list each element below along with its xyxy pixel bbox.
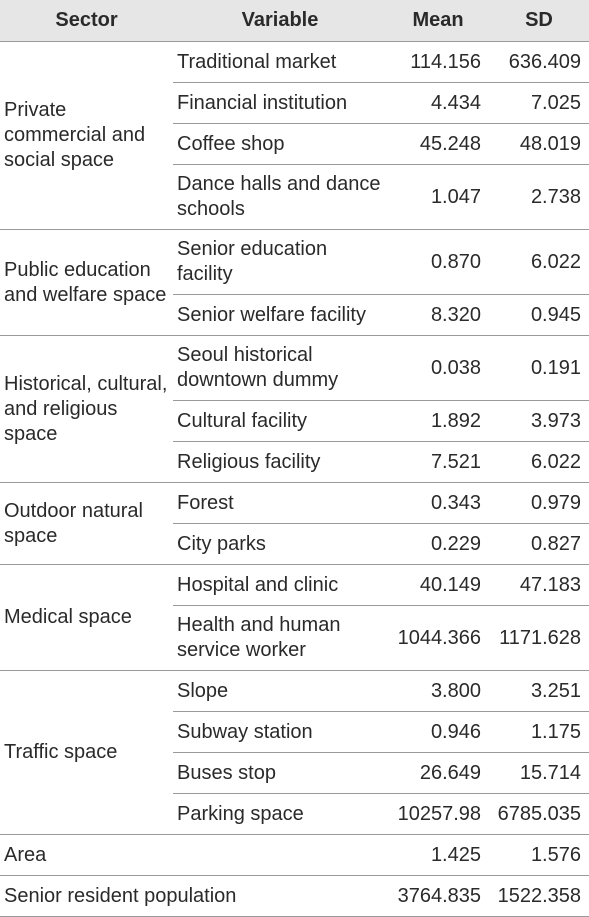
sd-cell: 1.175 (489, 711, 589, 753)
mean-cell: 4.434 (387, 82, 489, 124)
sd-cell: 1522.358 (489, 875, 589, 917)
sd-cell: 3.251 (489, 670, 589, 712)
variable-cell: Cultural facility (173, 400, 387, 442)
mean-cell: 7.521 (387, 441, 489, 483)
variable-cell: Coffee shop (173, 123, 387, 165)
mean-cell: 45.248 (387, 123, 489, 165)
mean-cell: 0.229 (387, 523, 489, 565)
sector-cell: Traffic space (0, 670, 173, 835)
sector-cell: Outdoor natural space (0, 482, 173, 565)
table-row: Traffic space Slope 3.800 3.251 (0, 670, 589, 835)
header-mean: Mean (387, 0, 489, 42)
variable-cell: Financial institution (173, 82, 387, 124)
area-label: Area (0, 834, 387, 876)
mean-cell: 1.047 (387, 164, 489, 230)
mean-cell: 3.800 (387, 670, 489, 712)
sd-cell: 6785.035 (489, 793, 589, 835)
sd-cell: 1.576 (489, 834, 589, 876)
table-row: Health and human service worker 1044.366… (0, 605, 589, 671)
mean-cell: 0.038 (387, 335, 489, 401)
sd-cell: 1171.628 (489, 605, 589, 671)
table-row: Historical, cultural, and religious spac… (0, 335, 589, 483)
sector-cell: Medical space (0, 564, 173, 671)
sd-cell: 0.191 (489, 335, 589, 401)
table-row: Coffee shop 45.248 48.019 (0, 123, 589, 165)
mean-cell: 10257.98 (387, 793, 489, 835)
header-variable: Variable (173, 0, 387, 42)
variable-cell: Parking space (173, 793, 387, 835)
sd-cell: 0.827 (489, 523, 589, 565)
sd-cell: 47.183 (489, 564, 589, 606)
table-row: Religious facility 7.521 6.022 (0, 441, 589, 483)
table-row: Outdoor natural space Forest 0.343 0.979 (0, 482, 589, 565)
mean-cell: 26.649 (387, 752, 489, 794)
mean-cell: 114.156 (387, 41, 489, 83)
sd-cell: 15.714 (489, 752, 589, 794)
variable-cell: Health and human service worker (173, 605, 387, 671)
variable-cell: Traditional market (173, 41, 387, 83)
variable-cell: Subway station (173, 711, 387, 753)
mean-cell: 1.892 (387, 400, 489, 442)
mean-cell: 40.149 (387, 564, 489, 606)
table-row: Senior welfare facility 8.320 0.945 (0, 294, 589, 336)
variable-cell: Seoul historical downtown dummy (173, 335, 387, 401)
variable-cell: Dance halls and dance schools (173, 164, 387, 230)
variable-cell: Senior education facility (173, 229, 387, 295)
variable-cell: Buses stop (173, 752, 387, 794)
mean-cell: 1.425 (387, 834, 489, 876)
sd-cell: 6.022 (489, 229, 589, 295)
table-row: Public education and welfare space Senio… (0, 229, 589, 336)
table-row: Medical space Hospital and clinic 40.149… (0, 564, 589, 671)
mean-cell: 3764.835 (387, 875, 489, 917)
variable-cell: Religious facility (173, 441, 387, 483)
mean-cell: 1044.366 (387, 605, 489, 671)
sd-cell: 0.945 (489, 294, 589, 336)
sd-cell: 2.738 (489, 164, 589, 230)
sd-cell: 636.409 (489, 41, 589, 83)
mean-cell: 0.870 (387, 229, 489, 295)
table-row: Subway station 0.946 1.175 (0, 711, 589, 753)
variable-cell: Hospital and clinic (173, 564, 387, 606)
variable-cell: Forest (173, 482, 387, 524)
table-row: Private commercial and social space Trad… (0, 41, 589, 230)
sector-cell: Historical, cultural, and religious spac… (0, 335, 173, 483)
sd-cell: 3.973 (489, 400, 589, 442)
table-row: Senior resident population 3764.835 1522… (0, 875, 589, 917)
sd-cell: 7.025 (489, 82, 589, 124)
header-row: Sector Variable Mean SD (0, 0, 589, 42)
table-row: Parking space 10257.98 6785.035 (0, 793, 589, 835)
table-row: Cultural facility 1.892 3.973 (0, 400, 589, 442)
sector-cell: Private commercial and social space (0, 41, 173, 230)
variable-cell: Slope (173, 670, 387, 712)
population-label: Senior resident population (0, 875, 387, 917)
table-row: Buses stop 26.649 15.714 (0, 752, 589, 794)
mean-cell: 8.320 (387, 294, 489, 336)
variable-cell: Senior welfare facility (173, 294, 387, 336)
sd-cell: 0.979 (489, 482, 589, 524)
header-sd: SD (489, 0, 589, 42)
table-row: Dance halls and dance schools 1.047 2.73… (0, 164, 589, 230)
header-sector: Sector (0, 0, 173, 42)
table-row: City parks 0.229 0.827 (0, 523, 589, 565)
sector-cell: Public education and welfare space (0, 229, 173, 336)
sd-cell: 48.019 (489, 123, 589, 165)
variable-cell: City parks (173, 523, 387, 565)
table-row: Area 1.425 1.576 (0, 834, 589, 876)
sd-cell: 6.022 (489, 441, 589, 483)
mean-cell: 0.343 (387, 482, 489, 524)
mean-cell: 0.946 (387, 711, 489, 753)
table-row: Financial institution 4.434 7.025 (0, 82, 589, 124)
